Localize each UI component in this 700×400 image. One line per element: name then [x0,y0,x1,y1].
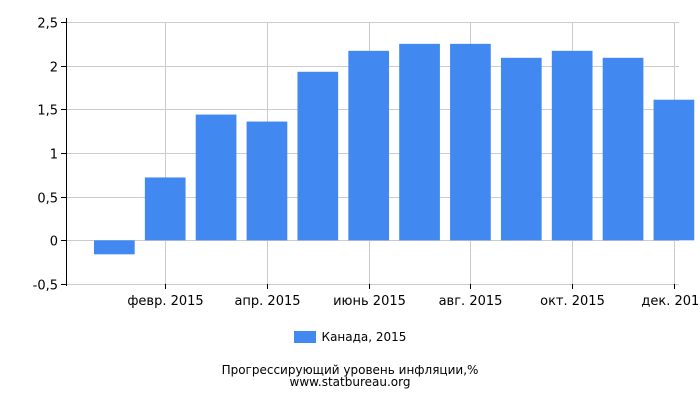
x-tick-label: апр. 2015 [234,294,300,309]
axes [61,18,675,289]
bar [399,43,440,241]
bar [653,99,695,241]
legend-label: Канада, 2015 [321,330,407,344]
y-tick-label: 0 [50,235,58,250]
legend-swatch [293,331,316,343]
bar [297,71,339,241]
y-tick-label: 1,5 [37,104,58,119]
bar [500,57,542,241]
y-tick-labels: -0,5 0 0,5 1 1,5 2 2,5 [33,17,58,294]
x-tick-label: дек. 2015 [641,294,700,309]
x-tick-label: авг. 2015 [439,294,503,309]
bar [93,240,135,255]
bar [246,121,288,241]
bar [602,57,644,241]
chart-caption: Прогрессирующий уровень инфляции,% [221,363,479,377]
bar [551,50,593,241]
y-tick-label: 0,5 [37,192,58,207]
bars [93,43,695,255]
bar [144,177,186,241]
x-tick-labels: февр. 2015 апр. 2015 июнь 2015 авг. 2015 окт… [127,294,700,309]
y-tick-label: 2 [50,61,58,76]
x-tick-label: окт. 2015 [540,294,605,309]
bar [348,50,390,241]
bar [195,114,237,241]
y-tick-label: -0,5 [33,279,58,294]
bar [450,43,491,241]
x-tick-label: июнь 2015 [333,294,406,309]
x-tick-label: февр. 2015 [127,294,203,309]
y-tick-label: 2,5 [37,17,58,32]
legend: Канада, 2015 [0,330,700,344]
source-link[interactable]: www.statbureau.org [289,375,411,389]
y-tick-label: 1 [50,148,58,163]
